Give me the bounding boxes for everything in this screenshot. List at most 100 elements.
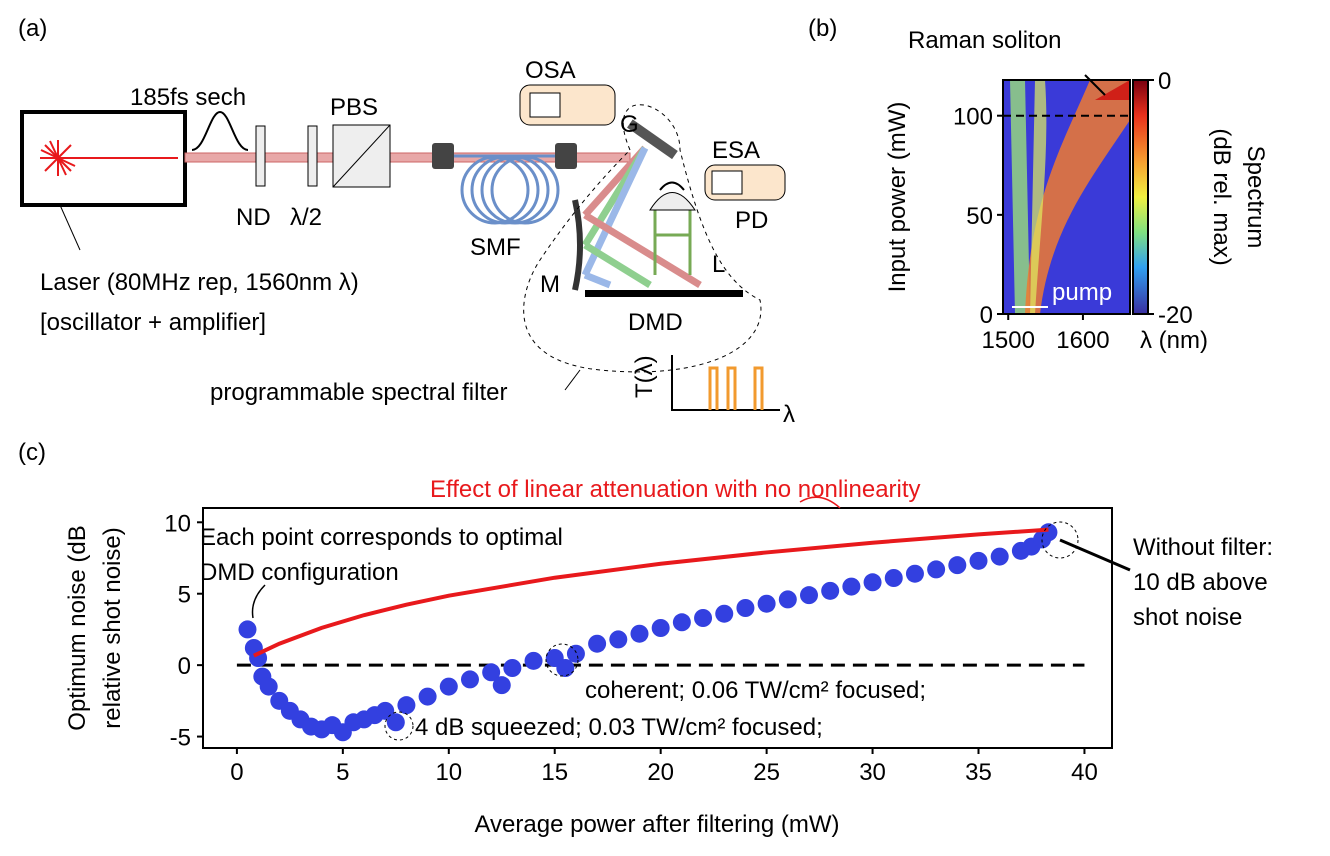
osa-screen xyxy=(529,92,561,118)
label: M xyxy=(540,271,560,298)
x-tick-label: 15 xyxy=(541,759,568,786)
data-point xyxy=(736,599,755,617)
heatmap-band xyxy=(1025,80,1130,314)
label: Laser (80MHz rep, 1560nm λ) xyxy=(40,269,359,296)
arrow xyxy=(1059,538,1131,572)
data-point xyxy=(1039,523,1058,542)
data-point xyxy=(672,613,691,632)
data-point xyxy=(588,634,607,653)
data-point xyxy=(842,577,861,596)
label: PD xyxy=(735,207,768,234)
colorbar-tick-label: 0 xyxy=(1158,68,1171,95)
grating xyxy=(627,119,678,160)
data-point xyxy=(905,564,924,583)
x-axis-label: λ (nm) xyxy=(1140,327,1208,354)
y-tick-label: 100 xyxy=(953,104,993,131)
x-axis-label: Average power after filtering (mW) xyxy=(474,811,839,838)
esa-screen xyxy=(711,170,743,195)
axes-frame xyxy=(1002,79,1131,315)
leader xyxy=(59,204,81,251)
data-point xyxy=(482,663,501,682)
data-point xyxy=(238,620,257,639)
label: SMF xyxy=(470,234,521,261)
y-axis-label: Optimum noise (dB xyxy=(64,525,91,730)
panel-label: (b) xyxy=(808,15,837,42)
data-point xyxy=(927,560,946,579)
x-tick-label: 20 xyxy=(647,759,674,786)
beam xyxy=(184,152,631,163)
data-point xyxy=(884,569,903,587)
x-tick-label: 0 xyxy=(230,759,243,786)
annotation: 4 dB squeezed; 0.03 TW/cm² focused; xyxy=(415,714,823,741)
annotation: pump xyxy=(1052,279,1112,306)
transfer-axes xyxy=(671,355,780,411)
label: λ/2 xyxy=(290,204,322,231)
y-tick-label: 0 xyxy=(980,302,993,329)
panel-label: (c) xyxy=(18,439,46,466)
y-axis-label: Input power (mW) xyxy=(884,102,911,293)
label: [oscillator + amplifier] xyxy=(40,309,266,336)
data-point xyxy=(503,659,522,677)
lens-path xyxy=(653,205,692,275)
data-point xyxy=(948,556,967,575)
label: PBS xyxy=(330,94,378,121)
label: OSA xyxy=(525,57,576,84)
fiber-coil xyxy=(454,154,560,225)
y-tick-label: 5 xyxy=(178,582,191,609)
x-tick-label: 10 xyxy=(435,759,462,786)
label: programmable spectral filter xyxy=(210,379,507,406)
label: G xyxy=(620,111,639,138)
data-point xyxy=(259,677,278,696)
data-point xyxy=(556,659,575,677)
data-point xyxy=(397,696,416,715)
mirror xyxy=(572,199,583,291)
setup-diagram: 185fs sech PBS ND λ/2 SMF OSA G ESA PD L… xyxy=(20,57,795,428)
x-tick-label: 1600 xyxy=(1056,327,1109,354)
leader xyxy=(251,584,266,619)
heatmap-band xyxy=(1030,80,1047,314)
data-point xyxy=(757,594,776,613)
data-point xyxy=(418,687,437,706)
colorbar-label: Spectrum xyxy=(1242,146,1269,249)
annotation: coherent; 0.06 TW/cm² focused; xyxy=(585,677,926,704)
line-label: Effect of linear attenuation with no non… xyxy=(430,476,921,503)
data-point xyxy=(630,624,649,643)
label: ND xyxy=(236,204,271,231)
x-tick-label: 30 xyxy=(859,759,886,786)
panel-label: (a) xyxy=(18,15,47,42)
transfer-bars xyxy=(708,366,764,410)
y-axis-label: relative shot noise) xyxy=(99,527,126,728)
label: L xyxy=(712,251,725,278)
filter-outline xyxy=(523,104,762,373)
data-point xyxy=(492,676,511,695)
data-point xyxy=(863,573,882,592)
data-point xyxy=(460,670,479,689)
highlight xyxy=(545,643,579,677)
dmd xyxy=(585,290,743,297)
annotation: Without filter: xyxy=(1133,534,1273,561)
data-point xyxy=(439,677,458,696)
x-tick-label: 5 xyxy=(336,759,349,786)
label: λ xyxy=(783,401,795,428)
heatmap-band xyxy=(1010,80,1030,314)
annotation: Each point corresponds to optimal xyxy=(200,524,563,551)
colorbar-tick-label: -20 xyxy=(1158,302,1193,329)
highlight xyxy=(384,711,414,741)
pbs-diagonal xyxy=(332,124,391,188)
annotation: 10 dB above xyxy=(1133,569,1268,596)
data-point xyxy=(969,551,988,570)
data-point xyxy=(778,590,797,609)
dispersed-beams xyxy=(581,145,702,289)
x-tick-label: 40 xyxy=(1071,759,1098,786)
lens xyxy=(649,192,696,211)
highlight xyxy=(1041,521,1079,559)
y-tick-label: 50 xyxy=(966,203,993,230)
y-tick-label: -5 xyxy=(170,725,191,752)
axes-frame xyxy=(202,507,1113,749)
data-point xyxy=(609,630,628,649)
data-point xyxy=(694,609,713,627)
x-tick-label: 35 xyxy=(965,759,992,786)
coupler xyxy=(555,143,577,169)
annotation: DMD configuration xyxy=(200,559,399,586)
x-tick-label: 1500 xyxy=(982,327,1035,354)
